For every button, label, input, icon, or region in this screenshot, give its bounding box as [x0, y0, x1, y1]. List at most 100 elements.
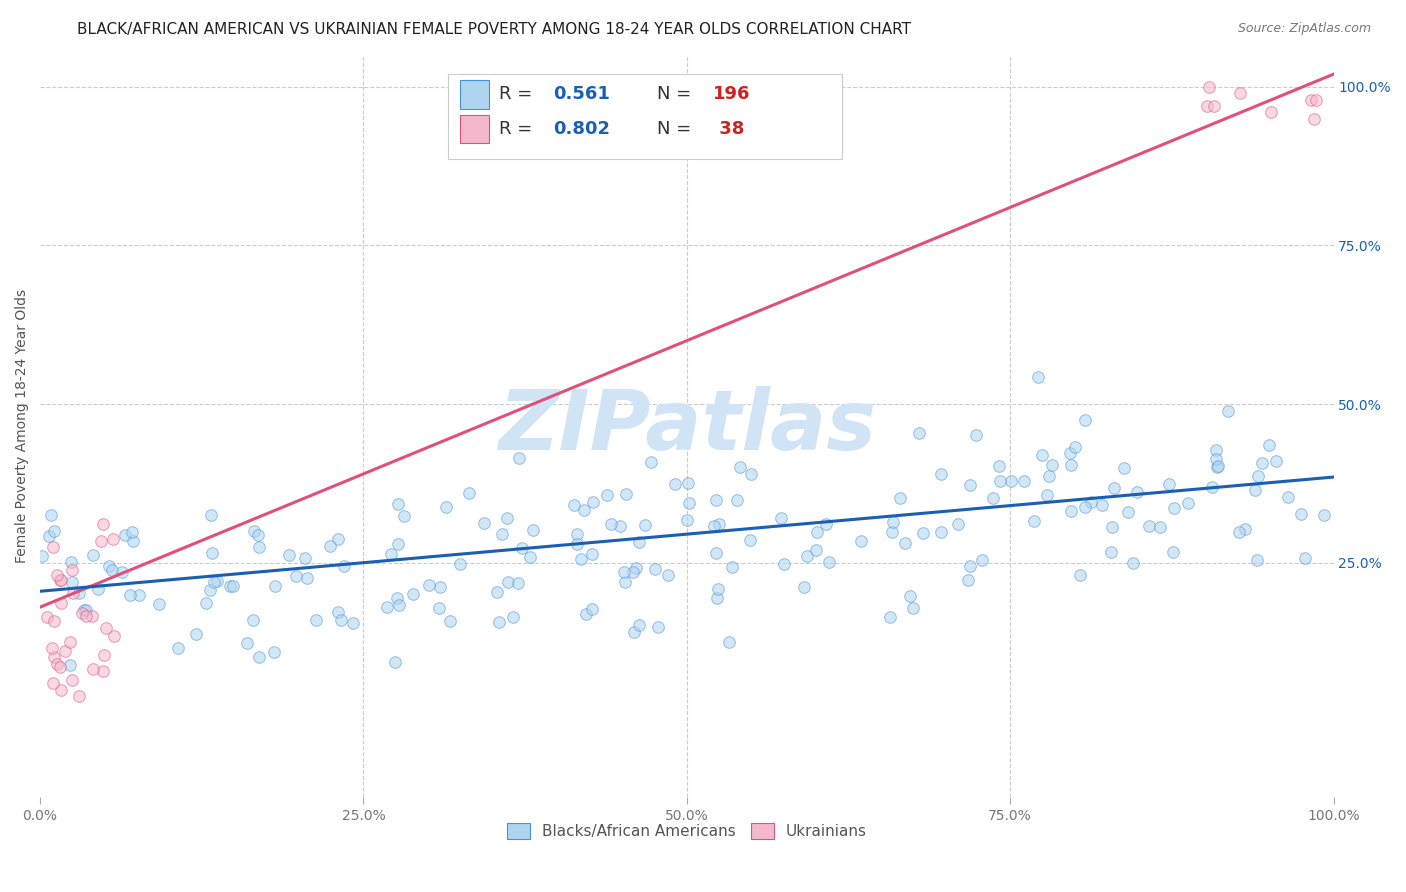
Point — [730, 459, 752, 474]
Point — [707, 517, 730, 532]
Point — [295, 570, 318, 584]
Point — [1031, 448, 1053, 462]
Point — [1000, 474, 1022, 488]
Point — [970, 553, 993, 567]
Point — [675, 513, 697, 527]
Point — [644, 562, 666, 576]
Point — [959, 478, 981, 492]
Text: Source: ZipAtlas.com: Source: ZipAtlas.com — [1237, 22, 1371, 36]
Point — [1201, 481, 1223, 495]
Point — [247, 541, 270, 555]
Point — [380, 547, 402, 561]
Point — [815, 517, 838, 532]
Point — [434, 500, 457, 514]
Point — [45, 657, 67, 671]
Point — [718, 635, 741, 649]
Point — [1038, 469, 1060, 483]
Point — [1313, 508, 1336, 522]
Point — [457, 486, 479, 500]
Point — [236, 636, 259, 650]
Point — [1305, 93, 1327, 107]
Point — [628, 617, 651, 632]
Point — [1294, 551, 1316, 566]
Point — [772, 558, 794, 572]
Point — [1198, 79, 1220, 94]
Point — [49, 595, 72, 609]
Point — [879, 609, 901, 624]
Point — [907, 426, 929, 441]
Point — [330, 613, 353, 627]
Point — [1091, 498, 1114, 512]
Point — [93, 648, 115, 663]
Point — [959, 558, 981, 573]
Point — [565, 527, 588, 541]
Point — [69, 586, 91, 600]
Point — [1137, 519, 1160, 533]
Y-axis label: Female Poverty Among 18-24 Year Olds: Female Poverty Among 18-24 Year Olds — [15, 289, 30, 564]
Point — [901, 600, 924, 615]
Point — [1024, 515, 1046, 529]
Point — [75, 609, 97, 624]
Point — [956, 573, 979, 587]
Point — [1064, 440, 1087, 454]
Point — [186, 627, 208, 641]
Point — [305, 613, 328, 627]
Point — [70, 607, 93, 621]
Point — [627, 535, 650, 549]
Point — [613, 574, 636, 589]
Point — [623, 624, 645, 639]
Point — [222, 578, 245, 592]
Point — [664, 476, 686, 491]
Text: 0.561: 0.561 — [554, 86, 610, 103]
Point — [703, 519, 725, 533]
Point — [1122, 556, 1144, 570]
Point — [39, 508, 62, 523]
Point — [647, 620, 669, 634]
Point — [1206, 459, 1229, 474]
Bar — [461, 80, 489, 109]
Point — [600, 516, 623, 531]
Point — [1126, 485, 1149, 500]
Point — [243, 524, 266, 538]
Point — [1118, 505, 1140, 519]
Point — [101, 532, 124, 546]
Point — [385, 591, 408, 606]
Point — [1291, 507, 1313, 521]
Text: R =: R = — [499, 86, 538, 103]
Point — [82, 661, 104, 675]
Point — [202, 575, 225, 590]
Point — [101, 564, 124, 578]
Point — [41, 641, 63, 656]
Point — [198, 583, 221, 598]
Point — [582, 495, 605, 509]
Point — [1227, 524, 1250, 539]
Text: R =: R = — [499, 120, 538, 138]
Point — [1101, 519, 1123, 533]
Point — [49, 573, 72, 587]
Point — [1157, 477, 1180, 491]
Text: N =: N = — [657, 86, 697, 103]
Point — [242, 613, 264, 627]
Point — [1260, 105, 1282, 120]
Point — [929, 524, 952, 539]
Point — [1080, 495, 1102, 509]
Point — [402, 587, 425, 601]
Point — [796, 549, 818, 564]
Point — [90, 534, 112, 549]
Point — [278, 548, 301, 562]
Point — [53, 643, 76, 657]
Point — [48, 660, 70, 674]
Point — [60, 673, 83, 687]
Point — [1205, 451, 1227, 466]
Text: 38: 38 — [713, 120, 744, 138]
Point — [91, 516, 114, 531]
Text: 196: 196 — [713, 86, 751, 103]
Point — [565, 537, 588, 551]
Point — [678, 496, 700, 510]
Point — [1246, 553, 1268, 567]
Point — [1247, 469, 1270, 483]
Point — [1149, 520, 1171, 534]
Point — [31, 549, 53, 564]
Point — [294, 550, 316, 565]
Point — [581, 547, 603, 561]
